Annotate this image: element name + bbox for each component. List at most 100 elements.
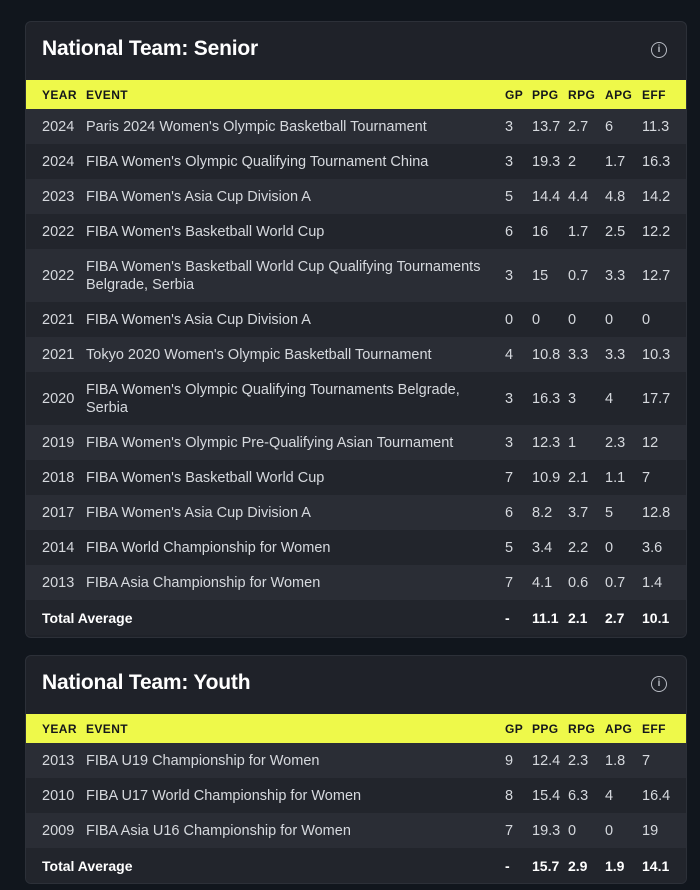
cell-rpg: 1.7 xyxy=(568,223,589,240)
cell-gp: 9 xyxy=(505,752,514,769)
total-rpg: 2.9 xyxy=(568,857,588,874)
cell-event: FIBA Women's Basketball World Cup xyxy=(86,223,325,240)
cell-gp: 7 xyxy=(505,822,514,839)
col-gp: GP xyxy=(505,87,524,102)
stats-table: YEAR EVENT GP PPG RPG APG EFF 2013 FIBA U… xyxy=(26,714,686,883)
col-ppg: PPG xyxy=(532,87,559,102)
cell-year: 2022 xyxy=(42,223,75,240)
cell-apg: 4.8 xyxy=(605,188,626,205)
cell-event: FIBA Women's Asia Cup Division A xyxy=(86,188,311,205)
cell-rpg: 2 xyxy=(568,153,577,170)
total-gp: - xyxy=(505,609,510,626)
cell-apg: 3.3 xyxy=(605,267,626,284)
cell-ppg: 15.4 xyxy=(532,787,561,804)
row-pad xyxy=(26,425,42,460)
total-rpg: 2.1 xyxy=(568,609,588,626)
table-header-row: YEAR EVENT GP PPG RPG APG EFF xyxy=(26,714,686,743)
cell-event: Paris 2024 Women's Olympic Basketball To… xyxy=(86,118,427,135)
table-row: 2017 FIBA Women's Asia Cup Division A 6 8.2… xyxy=(26,495,686,530)
cell-ppg: 3.4 xyxy=(532,539,553,556)
info-circle-icon[interactable]: i xyxy=(651,676,667,692)
row-pad xyxy=(26,302,42,337)
cell-gp: 4 xyxy=(505,346,514,363)
table-row: 2014 FIBA World Championship for Women 5 3.… xyxy=(26,530,686,565)
cell-year: 2022 xyxy=(42,267,75,284)
cell-gp: 3 xyxy=(505,153,514,170)
cell-event: FIBA Women's Asia Cup Division A xyxy=(86,311,311,328)
table-row: 2024 FIBA Women's Olympic Qualifying Tour… xyxy=(26,144,686,179)
cell-eff: 7 xyxy=(642,469,651,486)
cell-year: 2013 xyxy=(42,752,75,769)
cell-eff: 11.3 xyxy=(642,118,670,135)
col-rpg: RPG xyxy=(568,87,596,102)
table-row: 2022 FIBA Women's Basketball World Cup Qu… xyxy=(26,249,686,302)
stats-table: YEAR EVENT GP PPG RPG APG EFF 2024 Paris … xyxy=(26,80,686,635)
cell-eff: 16.3 xyxy=(642,153,671,170)
col-eff: EFF xyxy=(642,87,666,102)
cell-apg: 6 xyxy=(605,118,614,135)
table-row: 2022 FIBA Women's Basketball World Cup 6 16… xyxy=(26,214,686,249)
cell-ppg: 14.4 xyxy=(532,188,561,205)
col-event: EVENT xyxy=(86,721,129,736)
cell-apg: 0 xyxy=(605,539,614,556)
total-gp: - xyxy=(505,857,510,874)
cell-year: 2021 xyxy=(42,346,75,363)
row-pad xyxy=(26,565,42,600)
cell-ppg: 10.9 xyxy=(532,469,561,486)
cell-eff: 17.7 xyxy=(642,390,671,407)
row-pad xyxy=(26,179,42,214)
cell-event: Tokyo 2020 Women's Olympic Basketball To… xyxy=(86,346,432,363)
table-row: 2013 FIBA U19 Championship for Women 9 12.4… xyxy=(26,743,686,778)
cell-rpg: 0 xyxy=(568,311,577,328)
cell-eff: 10.3 xyxy=(642,346,671,363)
cell-gp: 6 xyxy=(505,223,514,240)
total-apg: 2.7 xyxy=(605,609,625,626)
cell-event: FIBA Asia U16 Championship for Women xyxy=(86,822,351,839)
cell-event: FIBA Women's Basketball World Cup xyxy=(86,469,325,486)
table-row: 2013 FIBA Asia Championship for Women 7 4.1… xyxy=(26,565,686,600)
cell-eff: 16.4 xyxy=(642,787,671,804)
row-pad xyxy=(26,337,42,372)
cell-ppg: 16.3 xyxy=(532,390,561,407)
table-row: 2024 Paris 2024 Women's Olympic Basketbal… xyxy=(26,109,686,144)
cell-gp: 7 xyxy=(505,574,514,591)
cell-year: 2024 xyxy=(42,153,75,170)
total-eff: 10.1 xyxy=(642,609,670,626)
cell-apg: 1.7 xyxy=(605,153,626,170)
cell-ppg: 4.1 xyxy=(532,574,553,591)
col-ppg: PPG xyxy=(532,721,559,736)
cell-event: FIBA World Championship for Women xyxy=(86,539,331,556)
cell-rpg: 2.3 xyxy=(568,752,589,769)
card-header: National Team: Youth i xyxy=(26,656,686,714)
info-circle-icon[interactable]: i xyxy=(651,42,667,58)
card-title: National Team: Senior xyxy=(42,37,258,60)
table-row: 2021 Tokyo 2020 Women's Olympic Basketbal… xyxy=(26,337,686,372)
cell-gp: 3 xyxy=(505,434,514,451)
row-pad xyxy=(26,600,42,635)
youth-stats-card: National Team: Youth i YEAR EVENT GP PPG… xyxy=(25,655,687,884)
cell-gp: 8 xyxy=(505,787,514,804)
cell-rpg: 3.7 xyxy=(568,504,589,521)
total-apg: 1.9 xyxy=(605,857,625,874)
cell-eff: 14.2 xyxy=(642,188,671,205)
cell-year: 2019 xyxy=(42,434,75,451)
cell-ppg: 16 xyxy=(532,223,549,240)
row-pad xyxy=(26,109,42,144)
cell-eff: 12 xyxy=(642,434,659,451)
cell-rpg: 2.1 xyxy=(568,469,589,486)
cell-year: 2017 xyxy=(42,504,75,521)
cell-apg: 2.5 xyxy=(605,223,626,240)
total-average-row: Total Average - 15.7 2.9 1.9 14.1 xyxy=(26,848,686,883)
cell-year: 2023 xyxy=(42,188,75,205)
cell-year: 2018 xyxy=(42,469,75,486)
cell-year: 2020 xyxy=(42,390,75,407)
cell-ppg: 19.3 xyxy=(532,822,561,839)
cell-year: 2021 xyxy=(42,311,75,328)
cell-rpg: 6.3 xyxy=(568,787,589,804)
cell-apg: 5 xyxy=(605,504,614,521)
total-ppg: 15.7 xyxy=(532,857,560,874)
row-pad xyxy=(26,743,42,778)
col-gp: GP xyxy=(505,721,524,736)
col-event: EVENT xyxy=(86,87,129,102)
cell-eff: 12.7 xyxy=(642,267,671,284)
